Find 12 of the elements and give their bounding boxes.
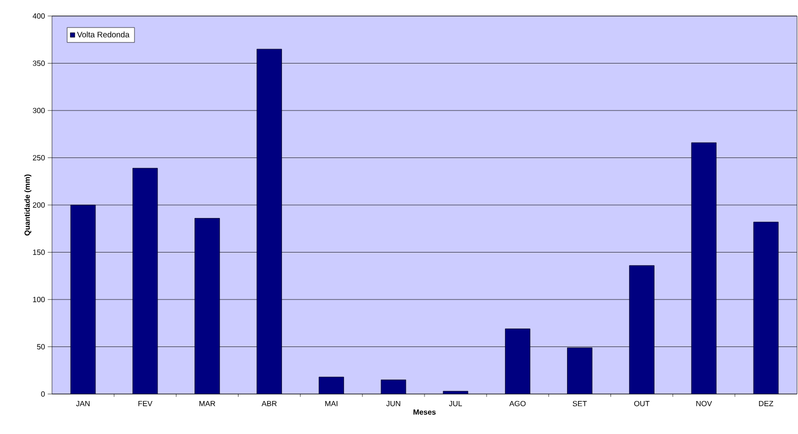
legend-label: Volta Redonda <box>77 32 130 38</box>
bar <box>505 328 530 394</box>
bar <box>318 376 344 394</box>
bar <box>567 347 592 394</box>
bar <box>691 142 716 394</box>
bar <box>629 265 654 394</box>
bar <box>380 380 406 394</box>
bar <box>70 204 96 394</box>
bar <box>132 168 158 394</box>
bar <box>194 218 220 394</box>
bar <box>753 222 779 394</box>
bar <box>256 48 282 394</box>
